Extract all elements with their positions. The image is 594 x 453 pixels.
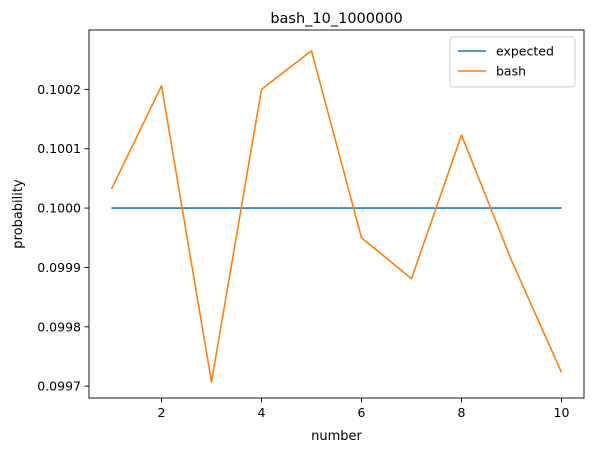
y-tick-label: 0.0997 bbox=[37, 379, 81, 394]
x-axis-ticks: 2 4 6 8 10 bbox=[158, 398, 570, 420]
x-tick-label: 10 bbox=[554, 405, 570, 420]
x-axis-label: number bbox=[311, 429, 362, 444]
y-tick-label: 0.1000 bbox=[37, 201, 81, 216]
x-tick-label: 4 bbox=[258, 405, 266, 420]
x-tick-label: 8 bbox=[458, 405, 466, 420]
series-line-bash bbox=[110, 49, 563, 383]
y-tick-label: 0.1002 bbox=[37, 82, 81, 97]
y-tick-label: 0.1001 bbox=[37, 141, 81, 156]
legend: expected bash bbox=[449, 36, 576, 88]
legend-label-bash: bash bbox=[496, 64, 526, 79]
y-axis-ticks: 0.0997 0.0998 0.0999 0.1000 0.1001 0.1002 bbox=[37, 82, 89, 394]
x-tick-label: 6 bbox=[358, 405, 366, 420]
x-tick-label: 2 bbox=[158, 405, 166, 420]
y-tick-label: 0.0999 bbox=[37, 260, 81, 275]
chart-title: bash_10_1000000 bbox=[270, 11, 402, 27]
legend-box bbox=[449, 36, 576, 88]
plot-area bbox=[88, 29, 585, 399]
series-layer bbox=[110, 49, 563, 383]
y-axis-label: probability bbox=[11, 179, 26, 249]
y-tick-label: 0.0998 bbox=[37, 319, 81, 334]
plot-frame bbox=[88, 29, 585, 399]
legend-label-expected: expected bbox=[496, 44, 554, 59]
